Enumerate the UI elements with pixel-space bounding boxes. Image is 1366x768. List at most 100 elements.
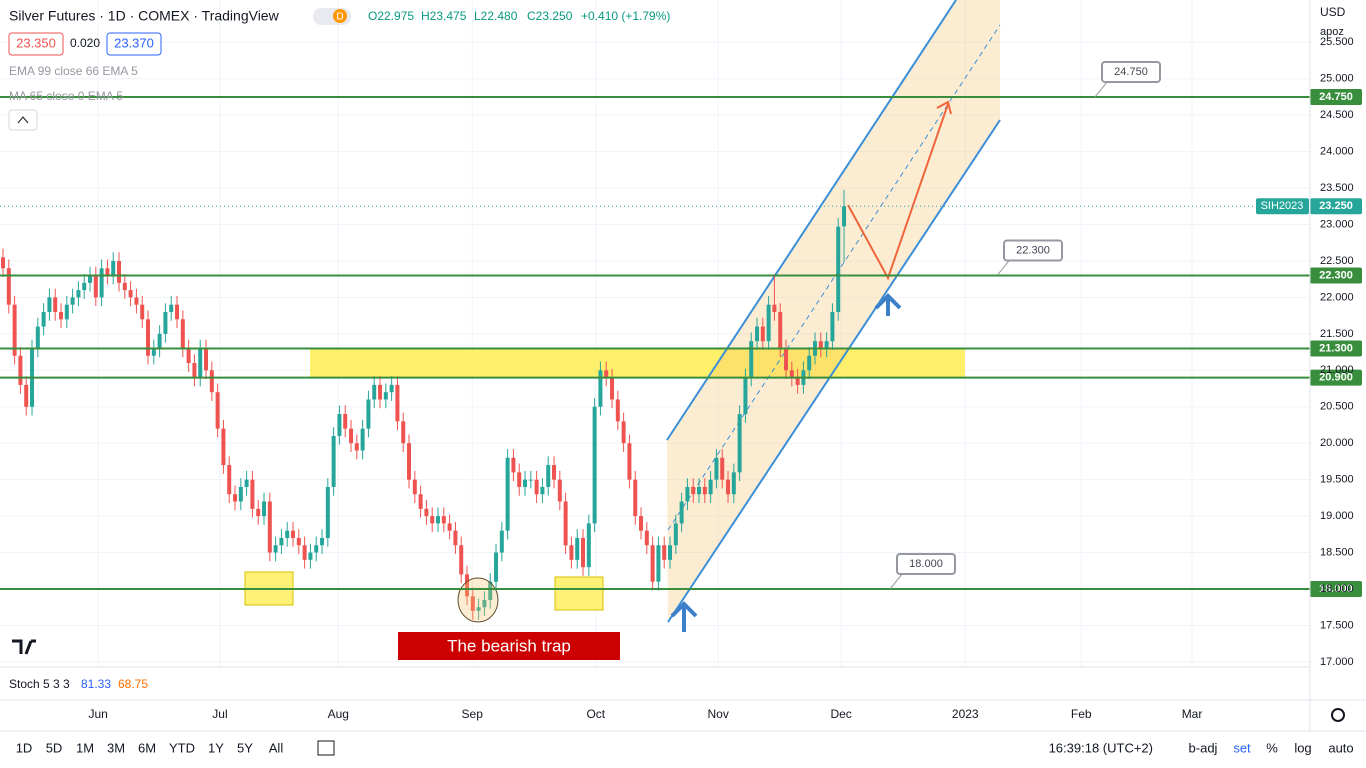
callout-text: 24.750 — [1114, 66, 1148, 78]
up-arrow — [874, 293, 902, 316]
candle-body — [702, 486, 707, 495]
bid: 23.350 — [16, 35, 56, 50]
candle-body — [378, 384, 383, 400]
last-price-symbol: SIH2023 — [1261, 200, 1304, 212]
candle-body — [795, 377, 800, 385]
callout-text: 18.000 — [909, 558, 943, 570]
candle-body — [262, 501, 267, 517]
date-range-icon[interactable] — [317, 740, 335, 756]
candle-body — [830, 311, 835, 342]
candle-body — [534, 479, 539, 495]
level-label: 22.300 — [1319, 269, 1353, 281]
collapse-button[interactable] — [8, 109, 38, 131]
callout-box — [896, 553, 956, 576]
candle-body — [714, 457, 719, 480]
candle-body — [726, 479, 731, 495]
candle-body — [407, 443, 412, 480]
callout-box — [1003, 239, 1063, 262]
candle-body — [459, 545, 464, 575]
candle-body — [656, 545, 661, 582]
candle-body — [505, 457, 510, 531]
range-button[interactable]: 1D — [16, 740, 33, 755]
candle-body — [12, 304, 17, 356]
range-button[interactable]: 6M — [138, 740, 156, 755]
candle-body — [720, 457, 725, 480]
currency[interactable]: USD — [1320, 5, 1346, 19]
candle-body — [204, 348, 209, 371]
x-tick-label: 2023 — [952, 707, 979, 721]
toolbar: 1D 5D 1M 3M 6M YTD 1Y 5Y All 16:39:18 (UTC+2) b-ad… — [16, 740, 1354, 755]
candle-body — [349, 428, 354, 444]
candle-body — [563, 501, 568, 546]
stoch-d: 68.75 — [118, 677, 148, 691]
candle-body — [447, 523, 452, 531]
candle-body — [250, 479, 255, 509]
candle-body — [470, 596, 475, 611]
candle-body — [221, 428, 226, 466]
y-tick-label: 18.500 — [1320, 546, 1354, 558]
settings-icon[interactable] — [1331, 708, 1345, 722]
badge-dot — [333, 9, 347, 23]
candle-body — [267, 501, 272, 553]
candle-body — [441, 516, 446, 524]
arrow-head — [936, 100, 952, 115]
collapse-icon — [17, 116, 29, 124]
y-tick-label: 23.500 — [1320, 182, 1354, 194]
candle-body — [836, 226, 841, 312]
candle-body — [70, 297, 75, 305]
candle-body — [644, 530, 649, 546]
candle-body — [285, 530, 290, 538]
candle-body — [476, 607, 481, 611]
candle-body — [592, 406, 597, 524]
ask-box[interactable] — [106, 32, 162, 56]
range-button[interactable]: All — [269, 740, 284, 755]
candle-body — [372, 384, 377, 400]
candle-body — [755, 326, 760, 342]
candle-body — [627, 443, 632, 480]
callout-leader — [1094, 80, 1109, 98]
logo — [12, 639, 36, 655]
candle-body — [395, 384, 400, 422]
y-tick-label: 21.000 — [1320, 364, 1354, 376]
candle-body — [784, 348, 789, 371]
y-tick-label: 24.500 — [1320, 109, 1354, 121]
level-label-bg — [1310, 88, 1362, 105]
bid-box[interactable] — [8, 32, 64, 56]
highlight-box — [554, 576, 604, 611]
candle-body — [325, 486, 330, 538]
range-button[interactable]: 5D — [46, 740, 63, 755]
axis-option[interactable]: log — [1294, 740, 1311, 755]
candle-body — [517, 472, 522, 487]
candle-body — [615, 399, 620, 422]
candle-body — [320, 537, 325, 546]
axis-mode[interactable]: apoz — [1320, 26, 1344, 38]
annotation-text: The bearish trap — [447, 636, 571, 655]
axis-option[interactable]: b-adj — [1189, 740, 1218, 755]
symbol-title: Silver Futures · 1D · COMEX · TradingVie… — [9, 8, 280, 24]
candle-body — [633, 479, 638, 517]
ohlc-low: L22.480 — [474, 9, 518, 23]
candle-body — [117, 260, 122, 283]
candle-body — [772, 304, 777, 312]
range-button[interactable]: 3M — [107, 740, 125, 755]
range-button[interactable]: 1M — [76, 740, 94, 755]
candle-body — [401, 421, 406, 444]
range-button[interactable]: 1Y — [208, 740, 224, 755]
axis-option[interactable]: set — [1233, 740, 1251, 755]
candle-body — [169, 304, 174, 312]
candle-body — [134, 297, 139, 305]
indicator: EMA 99 close 66 EMA 5 — [9, 64, 138, 78]
candle-body — [296, 537, 301, 546]
candle-body — [53, 297, 58, 312]
candle-body — [430, 516, 435, 524]
range-button[interactable]: YTD — [169, 740, 195, 755]
y-tick-label: 19.000 — [1320, 510, 1354, 522]
axis-option[interactable]: % — [1266, 740, 1278, 755]
candle-body — [1, 257, 6, 269]
candle-body — [140, 304, 145, 320]
range-button[interactable]: 5Y — [237, 740, 253, 755]
axis-option[interactable]: auto — [1328, 740, 1353, 755]
trap-circle — [457, 577, 499, 623]
ohlc-high: H23.475 — [421, 9, 467, 23]
